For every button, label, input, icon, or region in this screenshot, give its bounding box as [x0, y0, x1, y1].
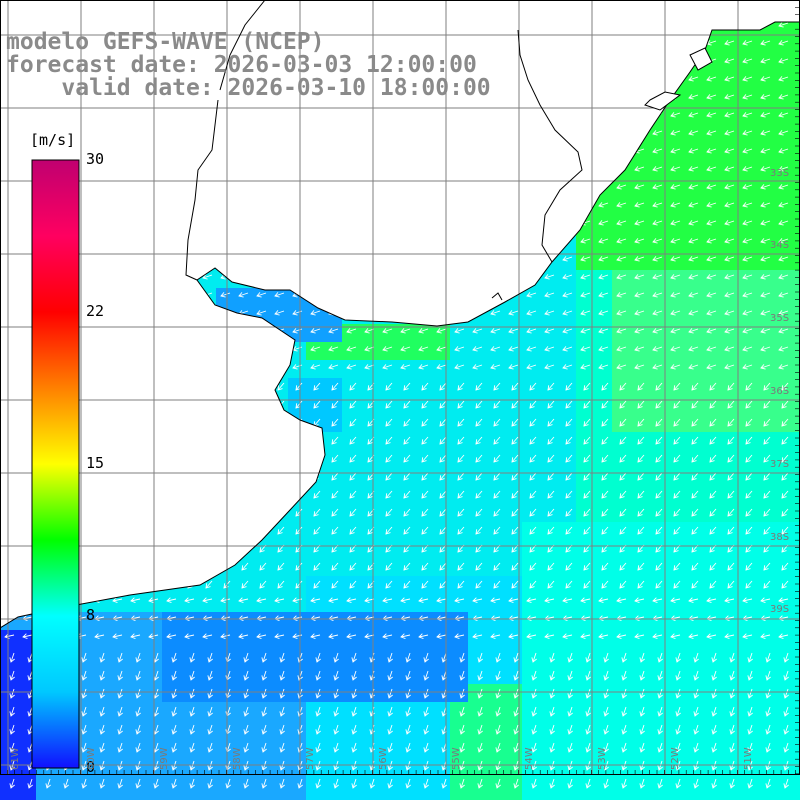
lon-label-51w: 51W	[743, 747, 754, 770]
lon-label-59w: 59W	[159, 747, 170, 770]
title-forecast-date: forecast date: 2026-03-03 12:00:00	[6, 52, 477, 78]
colorbar-tick-15: 15	[86, 454, 105, 472]
title-valid-date: valid date: 2026-03-10 18:00:00	[6, 75, 491, 101]
lat-label-34s: 34S	[770, 240, 790, 251]
lon-label-60w: 60W	[86, 747, 97, 770]
coastline	[0, 0, 800, 629]
lon-label-57w: 57W	[305, 747, 316, 770]
lon-label-53w: 53W	[597, 747, 608, 770]
colorbar-tick-30: 30	[86, 150, 105, 168]
lon-label-54w: 54W	[524, 747, 535, 770]
colorbar-tick-8: 8	[86, 606, 96, 624]
lat-label-36s: 36S	[770, 386, 790, 397]
lat-label-39s: 39S	[770, 604, 790, 615]
colorbar-unit: [m/s]	[30, 131, 76, 149]
colorbar-tick-0: 0	[86, 758, 96, 776]
lon-label-55w: 55W	[451, 747, 462, 770]
colorbar-tick-22: 22	[86, 302, 105, 320]
lat-label-37s: 37S	[770, 459, 790, 470]
lat-label-33s: 33S	[770, 168, 790, 179]
lon-label-58w: 58W	[232, 747, 243, 770]
lat-lon-grid	[0, 0, 800, 775]
title-model: modelo GEFS-WAVE (NCEP)	[6, 29, 325, 55]
lon-label-52w: 52W	[670, 747, 681, 770]
lon-label-56w: 56W	[378, 747, 389, 770]
lat-label-38s: 38S	[770, 532, 790, 543]
lat-label-35s: 35S	[770, 313, 790, 324]
lon-label-61w: 61W	[10, 747, 21, 770]
colorbar	[31, 159, 80, 769]
